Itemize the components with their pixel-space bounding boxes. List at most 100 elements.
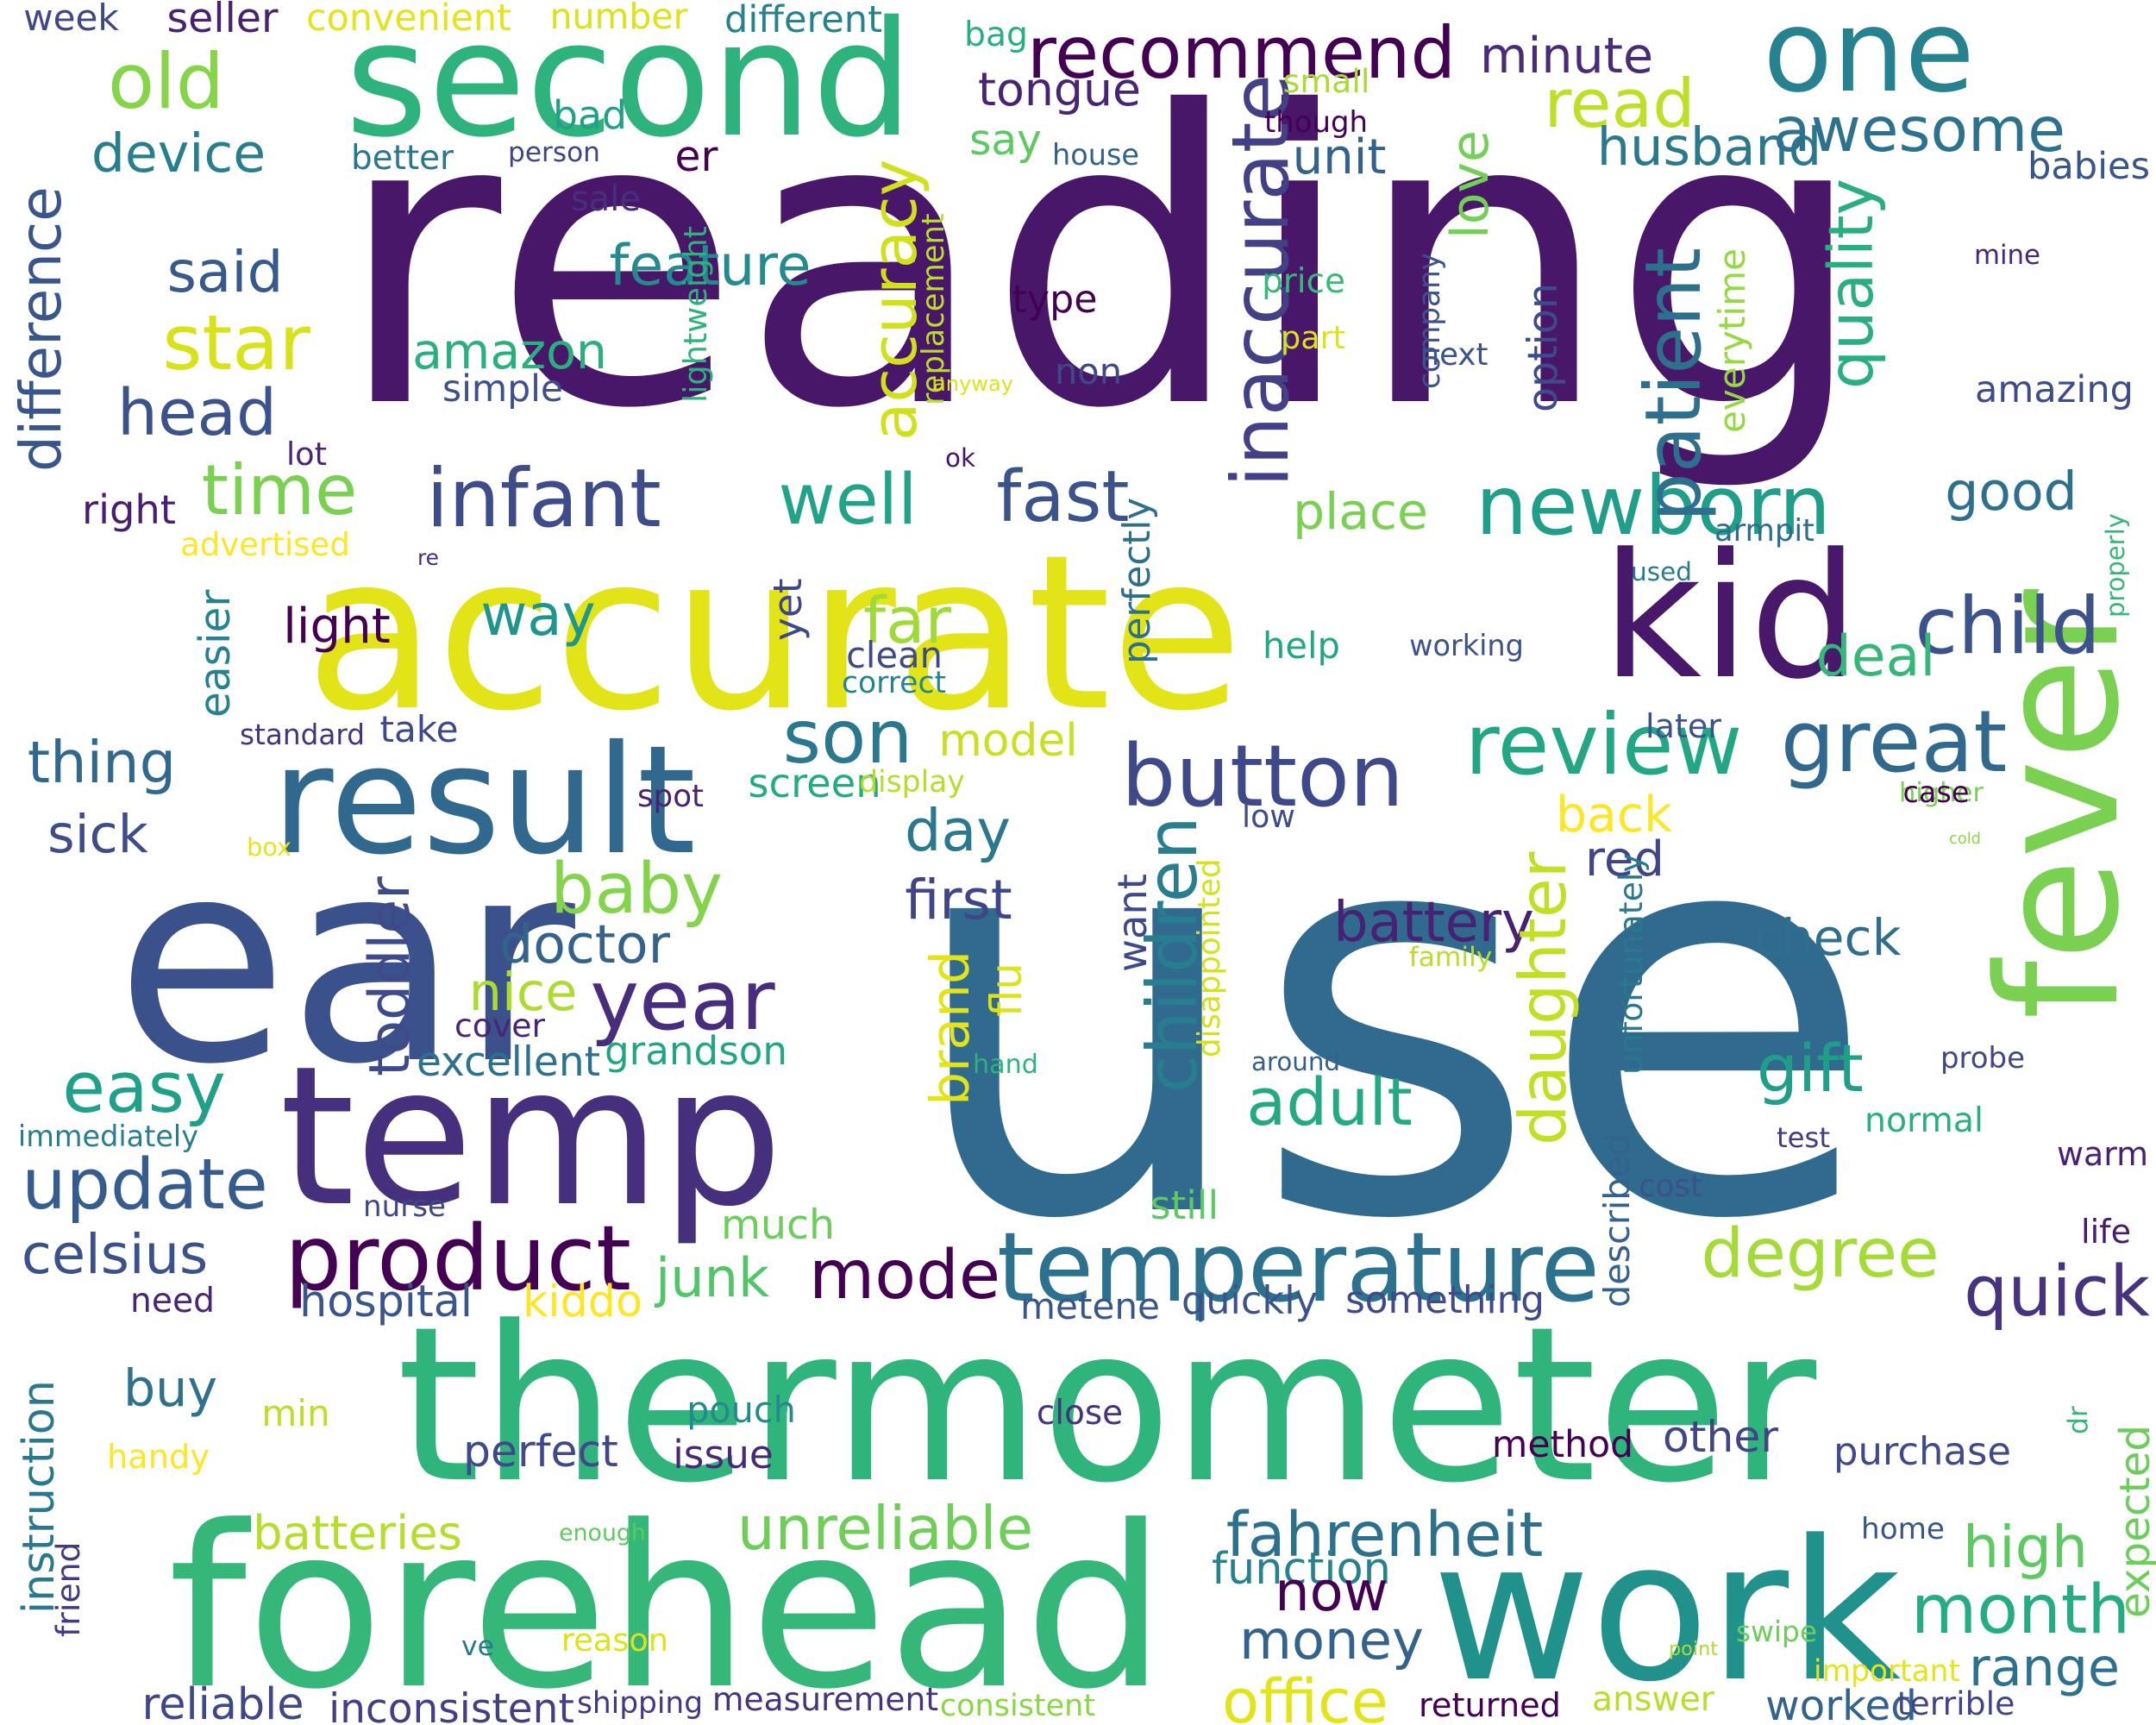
word-person: person bbox=[508, 137, 600, 169]
word-unfortunately: unfortunately bbox=[1611, 853, 1650, 1075]
word-low: low bbox=[1242, 798, 1295, 836]
word-unreliable: unreliable bbox=[736, 1495, 1034, 1565]
word-disappointed: disappointed bbox=[1191, 858, 1227, 1058]
word-year: year bbox=[590, 952, 775, 1050]
word-temp: temp bbox=[279, 1024, 783, 1249]
word-returned: returned bbox=[1419, 1686, 1561, 1725]
word-something: something bbox=[1345, 1279, 1545, 1323]
word-one: one bbox=[1763, 0, 1975, 119]
word-spot: spot bbox=[636, 779, 705, 815]
word-lightweight: lightweight bbox=[676, 225, 714, 403]
word-measurement: measurement bbox=[711, 1679, 939, 1718]
word-first: first bbox=[905, 868, 1012, 932]
word-swipe: swipe bbox=[1735, 1615, 1818, 1648]
word-toddler: toddler bbox=[357, 876, 423, 1076]
word-seller: seller bbox=[166, 0, 279, 43]
word-flu: flu bbox=[981, 963, 1032, 1018]
word-gift: gift bbox=[1757, 1031, 1864, 1107]
word-home: home bbox=[1861, 1512, 1945, 1547]
word-kiddo: kiddo bbox=[522, 1276, 643, 1327]
word-deal: deal bbox=[1815, 624, 1936, 689]
word-case: case bbox=[1902, 775, 1970, 809]
word-degree: degree bbox=[1701, 1214, 1940, 1294]
word-test: test bbox=[1776, 1120, 1831, 1154]
word-display: display bbox=[859, 764, 965, 800]
word-ve: ve bbox=[461, 1630, 495, 1662]
word-accurate: accurate bbox=[304, 507, 1244, 758]
word-son: son bbox=[782, 694, 913, 781]
word-worked: worked bbox=[1765, 1682, 1917, 1725]
word-excellent: excellent bbox=[416, 1038, 601, 1086]
word-er: er bbox=[674, 133, 718, 182]
word-tongue: tongue bbox=[977, 61, 1142, 116]
word-standard: standard bbox=[240, 718, 365, 751]
word-different: different bbox=[724, 0, 883, 41]
word-amazing: amazing bbox=[1974, 367, 2134, 411]
word-forehead: forehead bbox=[167, 1478, 1167, 1725]
word-awesome: awesome bbox=[1773, 94, 2065, 166]
word-metene: metene bbox=[1020, 1284, 1160, 1327]
word-still: still bbox=[1150, 1182, 1219, 1229]
word-check: check bbox=[1753, 907, 1902, 967]
word-clean: clean bbox=[846, 634, 943, 677]
word-screen: screen bbox=[748, 760, 881, 807]
word-inconsistent: inconsistent bbox=[329, 1684, 574, 1725]
word-ear: ear bbox=[116, 798, 575, 1126]
word-close: close bbox=[1036, 1393, 1124, 1433]
word-mine: mine bbox=[1973, 240, 2041, 272]
word-enough: enough bbox=[559, 1519, 646, 1546]
word-use: use bbox=[903, 699, 1877, 1340]
word-great: great bbox=[1780, 693, 2008, 793]
word-month: month bbox=[1910, 1571, 2131, 1650]
word-office: office bbox=[1222, 1665, 1388, 1725]
word-nurse: nurse bbox=[363, 1189, 446, 1224]
word-price: price bbox=[1262, 261, 1345, 301]
word-though: though bbox=[1264, 105, 1368, 140]
word-friend: friend bbox=[48, 1541, 87, 1638]
word-warm: warm bbox=[2056, 1135, 2149, 1174]
word-high: high bbox=[1963, 1514, 2088, 1582]
word-mode: mode bbox=[808, 1236, 1001, 1315]
word-function: function bbox=[1212, 1543, 1391, 1595]
word-minute: minute bbox=[1479, 27, 1654, 85]
word-feature: feature bbox=[609, 233, 812, 298]
word-good: good bbox=[1945, 460, 2078, 523]
word-bag: bag bbox=[964, 16, 1028, 55]
word-type: type bbox=[1012, 278, 1098, 323]
word-cost: cost bbox=[1639, 1168, 1702, 1204]
word-later: later bbox=[1645, 706, 1721, 745]
word-red: red bbox=[1585, 831, 1664, 888]
word-answer: answer bbox=[1592, 1680, 1714, 1720]
word-other: other bbox=[1663, 1411, 1778, 1463]
word-celsius: celsius bbox=[21, 1222, 209, 1287]
word-reading: reading bbox=[335, 27, 1868, 497]
word-unit: unit bbox=[1292, 129, 1387, 185]
word-quality: quality bbox=[1815, 179, 1888, 389]
word-thermometer: thermometer bbox=[396, 1279, 1817, 1530]
word-batteries: batteries bbox=[253, 1505, 462, 1560]
word-anyway: anyway bbox=[932, 372, 1014, 397]
word-week: week bbox=[23, 0, 119, 40]
word-quickly: quickly bbox=[1181, 1277, 1319, 1323]
word-babies: babies bbox=[2027, 145, 2151, 189]
word-much: much bbox=[720, 1201, 836, 1250]
word-grandson: grandson bbox=[604, 1027, 788, 1074]
word-model: model bbox=[938, 715, 1078, 768]
word-place: place bbox=[1293, 481, 1428, 541]
word-properly: properly bbox=[2101, 513, 2130, 618]
word-second: second bbox=[345, 0, 913, 173]
word-pouch: pouch bbox=[686, 1389, 796, 1431]
word-temperature: temperature bbox=[997, 1213, 1600, 1325]
word-handy: handy bbox=[107, 1437, 210, 1477]
word-old: old bbox=[107, 36, 225, 126]
word-box: box bbox=[246, 832, 292, 862]
word-probe: probe bbox=[1940, 1040, 2026, 1076]
word-reliable: reliable bbox=[141, 1678, 304, 1725]
word-now: now bbox=[1275, 1559, 1388, 1624]
word-battery: battery bbox=[1333, 891, 1534, 956]
word-star: star bbox=[162, 298, 310, 387]
word-time: time bbox=[201, 450, 358, 531]
word-expected: expected bbox=[2111, 1424, 2156, 1619]
word-shipping: shipping bbox=[576, 1685, 704, 1721]
word-described: described bbox=[1596, 1132, 1639, 1308]
